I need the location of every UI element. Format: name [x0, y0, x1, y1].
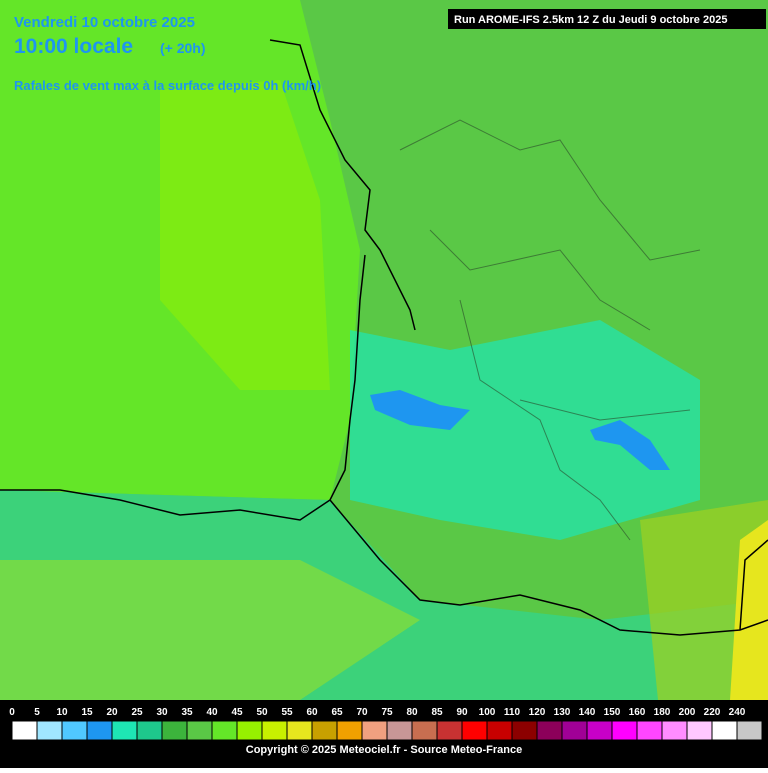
legend-swatch	[186, 720, 213, 741]
legend-label: 60	[306, 707, 318, 718]
inland-zone	[350, 320, 700, 540]
legend-label: 80	[406, 707, 418, 718]
legend-label: 15	[81, 707, 93, 718]
blue-patch	[370, 390, 470, 430]
legend-label: 50	[256, 707, 268, 718]
legend-label: 35	[181, 707, 193, 718]
legend-label: 110	[504, 707, 521, 718]
legend-label: 200	[679, 707, 696, 718]
borders	[399, 119, 701, 541]
subtitle: Rafales de vent max à la surface depuis …	[14, 78, 321, 93]
legend-label: 10	[56, 707, 68, 718]
legend-swatch	[336, 720, 363, 741]
legend-label: 40	[206, 707, 218, 718]
legend-swatch	[361, 720, 388, 741]
legend-swatch	[386, 720, 413, 741]
legend: 0 5 10 15 20 25 30 35 40 45 50 55 60 65 70 75 80 85 90 100 1…	[9, 707, 763, 741]
time: 10:00 locale	[14, 35, 133, 58]
legend-swatch	[536, 720, 563, 741]
legend-swatch	[686, 720, 713, 741]
coastline	[0, 39, 768, 636]
legend-swatch	[661, 720, 688, 741]
legend-swatch	[11, 720, 38, 741]
legend-swatch	[561, 720, 588, 741]
legend-label: 120	[529, 707, 546, 718]
legend-swatch	[736, 720, 763, 741]
pyrenees-zone	[0, 560, 420, 700]
mediterranean-zone	[730, 520, 768, 720]
legend-label: 55	[281, 707, 293, 718]
legend-label: 85	[431, 707, 443, 718]
legend-swatch	[586, 720, 613, 741]
blue-patch	[590, 420, 670, 470]
legend-label: 220	[704, 707, 721, 718]
legend-swatch	[86, 720, 113, 741]
legend-swatch	[236, 720, 263, 741]
legend-label: 20	[106, 707, 118, 718]
legend-swatch	[486, 720, 513, 741]
light-zone	[160, 80, 330, 390]
legend-swatch	[411, 720, 438, 741]
legend-label: 70	[356, 707, 368, 718]
legend-swatch	[261, 720, 288, 741]
legend-swatch	[311, 720, 338, 741]
legend-label: 140	[579, 707, 596, 718]
legend-swatch	[61, 720, 88, 741]
legend-label: 160	[629, 707, 646, 718]
offset: (+ 20h)	[160, 40, 206, 56]
legend-swatch	[211, 720, 238, 741]
legend-label: 30	[156, 707, 168, 718]
run-box	[448, 9, 766, 29]
legend-label: 100	[479, 707, 496, 718]
date: Vendredi 10 octobre 2025	[14, 14, 195, 31]
legend-label: 0	[9, 707, 15, 718]
legend-label: 25	[131, 707, 143, 718]
legend-swatch	[711, 720, 738, 741]
legend-label: 240	[729, 707, 746, 718]
copyright: Copyright © 2025 Meteociel.fr - Source M…	[246, 744, 522, 756]
legend-label: 75	[381, 707, 393, 718]
legend-swatch	[36, 720, 63, 741]
legend-swatch	[136, 720, 163, 741]
legend-swatch	[611, 720, 638, 741]
legend-label: 150	[604, 707, 621, 718]
legend-swatch	[461, 720, 488, 741]
legend-label: 5	[34, 707, 40, 718]
legend-swatch	[286, 720, 313, 741]
legend-swatch	[636, 720, 663, 741]
legend-label: 45	[231, 707, 243, 718]
legend-swatch	[111, 720, 138, 741]
legend-label: 180	[654, 707, 671, 718]
legend-swatch	[161, 720, 188, 741]
legend-label: 90	[456, 707, 468, 718]
legend-swatch	[436, 720, 463, 741]
legend-label: 130	[554, 707, 571, 718]
legend-label: 65	[331, 707, 343, 718]
run-info: Run AROME-IFS 2.5km 12 Z du Jeudi 9 octo…	[454, 14, 727, 26]
legend-swatch	[511, 720, 538, 741]
